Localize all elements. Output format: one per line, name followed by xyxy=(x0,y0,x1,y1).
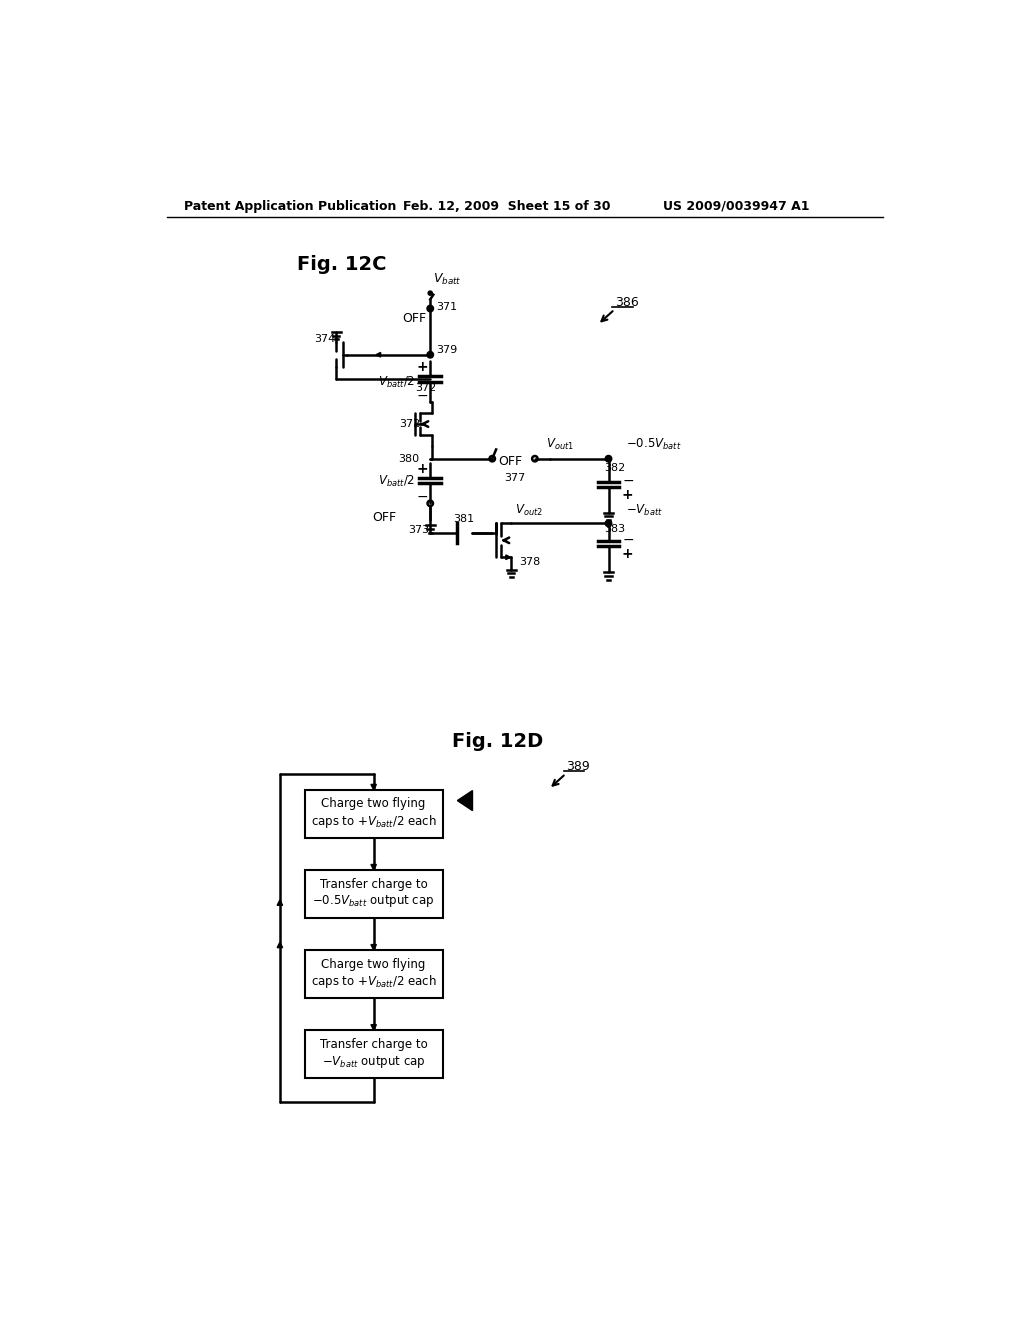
Text: Patent Application Publication: Patent Application Publication xyxy=(183,199,396,213)
Text: 380: 380 xyxy=(397,454,419,463)
Text: Transfer charge to
$-V_{batt}$ output cap: Transfer charge to $-V_{batt}$ output ca… xyxy=(319,1039,428,1069)
Circle shape xyxy=(606,520,611,527)
Bar xyxy=(305,870,442,917)
Circle shape xyxy=(428,306,433,312)
Text: 372: 372 xyxy=(399,418,421,429)
Text: $-0.5V_{batt}$: $-0.5V_{batt}$ xyxy=(626,437,681,453)
Polygon shape xyxy=(371,945,377,950)
Text: 381: 381 xyxy=(454,513,475,524)
Text: $V_{out1}$: $V_{out1}$ xyxy=(547,437,574,453)
Text: 373: 373 xyxy=(409,525,430,536)
Text: OFF: OFF xyxy=(402,312,426,325)
Text: +: + xyxy=(417,360,428,374)
Text: OFF: OFF xyxy=(499,454,522,467)
Bar xyxy=(305,950,442,998)
Text: +: + xyxy=(417,462,428,475)
Text: Fig. 12C: Fig. 12C xyxy=(297,255,386,275)
Text: 372: 372 xyxy=(415,383,436,393)
Text: $-V_{batt}$: $-V_{batt}$ xyxy=(626,503,663,517)
Text: 386: 386 xyxy=(614,296,638,309)
Text: OFF: OFF xyxy=(372,511,396,524)
Polygon shape xyxy=(371,784,377,789)
Polygon shape xyxy=(371,1024,377,1030)
Polygon shape xyxy=(278,942,283,948)
Text: 389: 389 xyxy=(566,760,590,774)
Text: Charge two flying
caps to +$V_{batt}$/2 each: Charge two flying caps to +$V_{batt}$/2 … xyxy=(311,797,436,830)
Text: Feb. 12, 2009  Sheet 15 of 30: Feb. 12, 2009 Sheet 15 of 30 xyxy=(403,199,610,213)
Circle shape xyxy=(429,292,432,294)
Text: 377: 377 xyxy=(504,473,525,483)
Text: 383: 383 xyxy=(604,524,626,533)
Text: $V_{batt}/2$: $V_{batt}/2$ xyxy=(378,375,415,389)
Bar xyxy=(305,1030,442,1077)
Polygon shape xyxy=(458,791,472,810)
Text: $-$: $-$ xyxy=(622,473,634,487)
Polygon shape xyxy=(376,352,381,358)
Text: $V_{out2}$: $V_{out2}$ xyxy=(515,503,543,517)
Circle shape xyxy=(606,455,611,462)
Text: 374: 374 xyxy=(314,334,335,345)
Text: $-$: $-$ xyxy=(622,532,634,545)
Text: $V_{batt}$: $V_{batt}$ xyxy=(433,272,462,286)
Text: Charge two flying
caps to +$V_{batt}$/2 each: Charge two flying caps to +$V_{batt}$/2 … xyxy=(311,957,436,990)
Text: 379: 379 xyxy=(436,345,458,355)
Text: $-$: $-$ xyxy=(417,488,428,503)
Bar xyxy=(305,789,442,838)
Circle shape xyxy=(428,352,433,358)
Polygon shape xyxy=(371,865,377,870)
Polygon shape xyxy=(506,554,510,560)
Text: 382: 382 xyxy=(604,463,626,473)
Text: Fig. 12D: Fig. 12D xyxy=(452,731,543,751)
Text: +: + xyxy=(622,488,633,502)
Text: US 2009/0039947 A1: US 2009/0039947 A1 xyxy=(663,199,809,213)
Text: $-$: $-$ xyxy=(417,388,428,401)
Text: $V_{batt}/2$: $V_{batt}/2$ xyxy=(378,474,415,490)
Text: 371: 371 xyxy=(436,302,458,312)
Text: 378: 378 xyxy=(519,557,541,566)
Text: +: + xyxy=(622,548,633,561)
Polygon shape xyxy=(278,900,283,906)
Text: Transfer charge to
$-0.5V_{batt}$ output cap: Transfer charge to $-0.5V_{batt}$ output… xyxy=(312,878,435,909)
